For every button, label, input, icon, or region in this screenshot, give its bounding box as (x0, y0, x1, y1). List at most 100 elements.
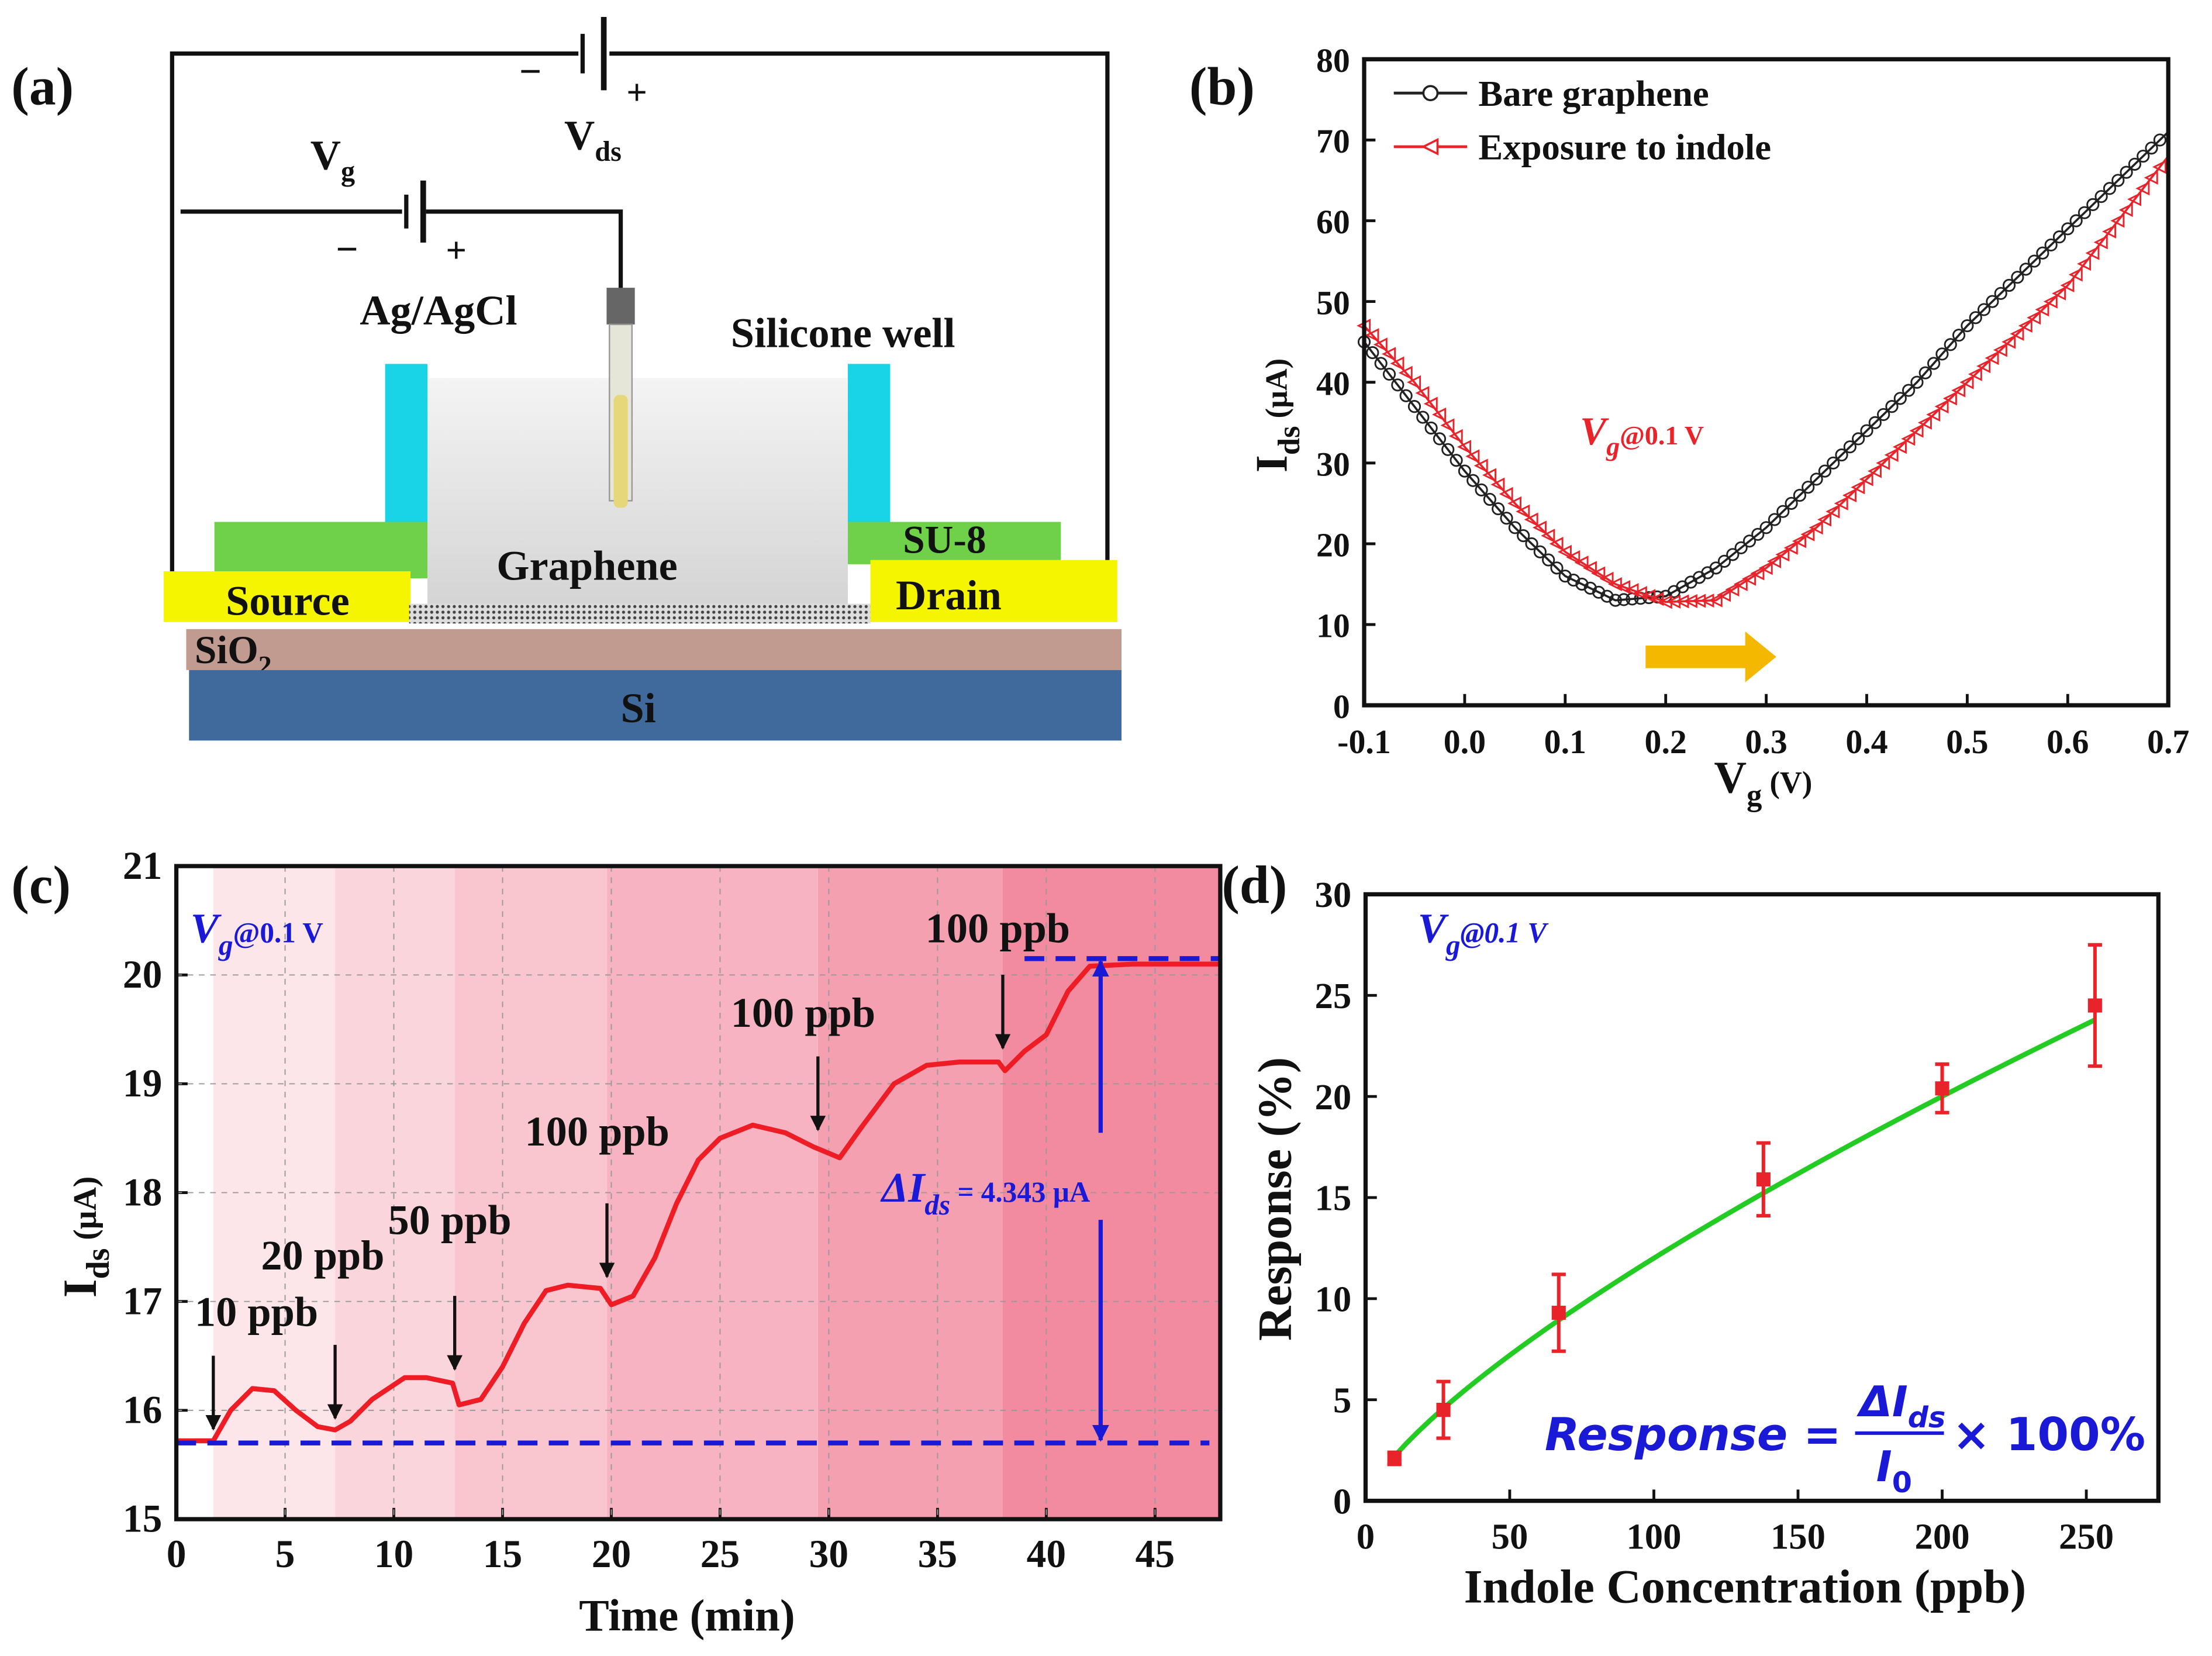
y-tick-label: 15 (1315, 1178, 1352, 1219)
data-point (2061, 222, 2075, 236)
data-point (2010, 326, 2024, 341)
graphene-label: Graphene (496, 542, 678, 589)
legend-label: Exposure to indole (1478, 127, 1771, 168)
data-point (1473, 458, 1488, 473)
y-axis-title: Ids (μA) (53, 1177, 116, 1298)
data-point (1566, 550, 1581, 564)
sio2-layer (186, 629, 1122, 670)
data-point (1876, 456, 1890, 470)
data-point (1658, 595, 1672, 609)
data-point (1834, 496, 1848, 510)
data-point (1717, 588, 1731, 602)
data-point (1450, 454, 1463, 467)
fit-curve (1392, 1017, 2096, 1458)
data-point (2036, 246, 2049, 260)
delta-ids-label: ΔIds = 4.343 μA (880, 1164, 1091, 1221)
data-point (1742, 534, 1757, 548)
gate-voltage-annotation: Vg@0.1 V (1418, 905, 1550, 961)
source-label: Source (226, 578, 350, 625)
data-point (1441, 443, 1455, 456)
plot-frame (1362, 57, 2170, 708)
data-point (1382, 347, 1396, 361)
x-tick-label: 0.7 (2147, 723, 2189, 761)
x-tick-label: 0.3 (1745, 723, 1787, 761)
x-tick-label: 40 (1027, 1532, 1067, 1576)
y-tick-label: 10 (1316, 607, 1350, 645)
drain-electrode (870, 560, 1117, 622)
plot-area (1364, 59, 2169, 706)
data-point (1902, 384, 1916, 397)
data-point (1448, 429, 1463, 443)
data-point (1499, 487, 1513, 501)
ref-electrode-label: Ag/AgCl (360, 287, 517, 334)
data-point (1549, 536, 1564, 551)
data-point (2118, 203, 2133, 218)
data-point (1926, 407, 1941, 422)
y-tick-label: 0 (1333, 1481, 1351, 1522)
data-point (1475, 483, 1488, 496)
data-point (1909, 423, 1924, 438)
data-point (1675, 594, 1689, 609)
data-point (1767, 554, 1782, 568)
data-point (1609, 594, 1622, 607)
x-tick-label: 100 (1626, 1516, 1681, 1557)
data-point (1500, 512, 1513, 525)
data-point (1918, 366, 1932, 380)
vds-plus: + (626, 72, 647, 113)
data-point (1507, 496, 1521, 510)
x-tick-label: 0.5 (1946, 723, 1988, 761)
si-substrate (189, 670, 1122, 741)
x-tick-label: 15 (483, 1532, 523, 1576)
data-point (1373, 337, 1388, 352)
data-point (1893, 392, 1907, 405)
data-point (1692, 594, 1706, 608)
data-point (1365, 328, 1379, 343)
data-point (2094, 189, 2108, 203)
source-electrode (163, 571, 411, 622)
data-point (1852, 432, 1865, 446)
data-point (1785, 496, 1798, 510)
x-tick-label: 30 (809, 1532, 849, 1576)
data-point (2128, 157, 2142, 171)
data-point (1541, 529, 1555, 543)
x-tick-label: 35 (918, 1532, 958, 1576)
series-line-1 (1363, 155, 2169, 603)
data-point (1842, 488, 1856, 503)
data-point (2002, 278, 2016, 292)
x-tick-label: 0.2 (1645, 723, 1687, 761)
data-point (1466, 474, 1480, 487)
su8-label: SU-8 (903, 518, 986, 562)
data-point (2027, 310, 2041, 325)
data-point (1490, 477, 1505, 492)
ag-agcl-electrode (606, 288, 635, 508)
x-tick-label: 45 (1136, 1532, 1175, 1576)
data-point (2135, 181, 2150, 196)
data-point (1959, 375, 1974, 389)
data-point (1901, 432, 1916, 446)
data-point (2069, 214, 2083, 227)
current-trace (176, 961, 1220, 1444)
data-point (1424, 421, 1438, 435)
injection-label: 100 ppb (731, 989, 875, 1036)
data-point (1758, 561, 1773, 575)
x-axis-title: Time (min) (579, 1591, 795, 1641)
y-tick-label: 20 (123, 953, 163, 996)
data-point (1533, 545, 1547, 558)
x-tick-label: 0.1 (1544, 723, 1586, 761)
x-axis-title: Indole Concentration (ppb) (1464, 1560, 2027, 1613)
data-point (1542, 553, 1555, 567)
data-point (1557, 544, 1572, 559)
x-tick-label: -0.1 (1337, 723, 1391, 761)
panel-label-c: (c) (11, 855, 71, 915)
injection-label: 20 ppb (261, 1232, 384, 1279)
injection-label: 50 ppb (388, 1197, 511, 1244)
x-tick-label: 200 (1914, 1516, 1969, 1557)
well-wall-right (847, 364, 891, 525)
data-point (1742, 571, 1757, 586)
data-point (1516, 504, 1530, 519)
x-tick-label: 20 (592, 1532, 631, 1576)
well-wall-left (385, 364, 428, 525)
data-point (1968, 367, 1982, 381)
injection-label: 100 ppb (926, 905, 1070, 951)
data-point (2127, 192, 2142, 206)
